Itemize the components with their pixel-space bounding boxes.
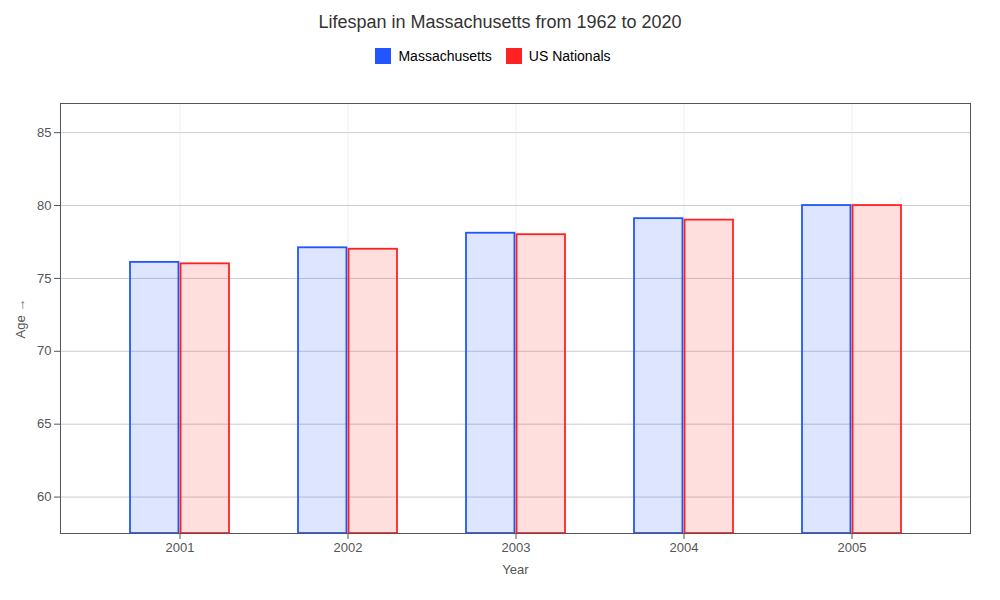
svg-text:65: 65 [37, 416, 51, 431]
svg-text:2004: 2004 [670, 540, 699, 555]
svg-text:2003: 2003 [502, 540, 531, 555]
html-text:Massachusetts: Massachusetts [398, 47, 492, 64]
svg-text:2001: 2001 [166, 540, 195, 555]
svg-text:Year: Year [502, 562, 529, 577]
svg-text:60: 60 [37, 489, 51, 504]
svg-text:70: 70 [37, 343, 51, 358]
html-text:Lifespan in Massachusetts from: Lifespan in Massachusetts from 1962 to 2… [318, 12, 682, 32]
html-text:US Nationals: US Nationals [528, 47, 611, 64]
svg-text:80: 80 [37, 198, 51, 213]
svg-text:75: 75 [37, 271, 51, 286]
svg-text:2005: 2005 [838, 540, 867, 555]
svg-text:Age →: Age → [13, 299, 28, 339]
svg-text:2002: 2002 [334, 540, 363, 555]
svg-text:85: 85 [37, 125, 51, 140]
